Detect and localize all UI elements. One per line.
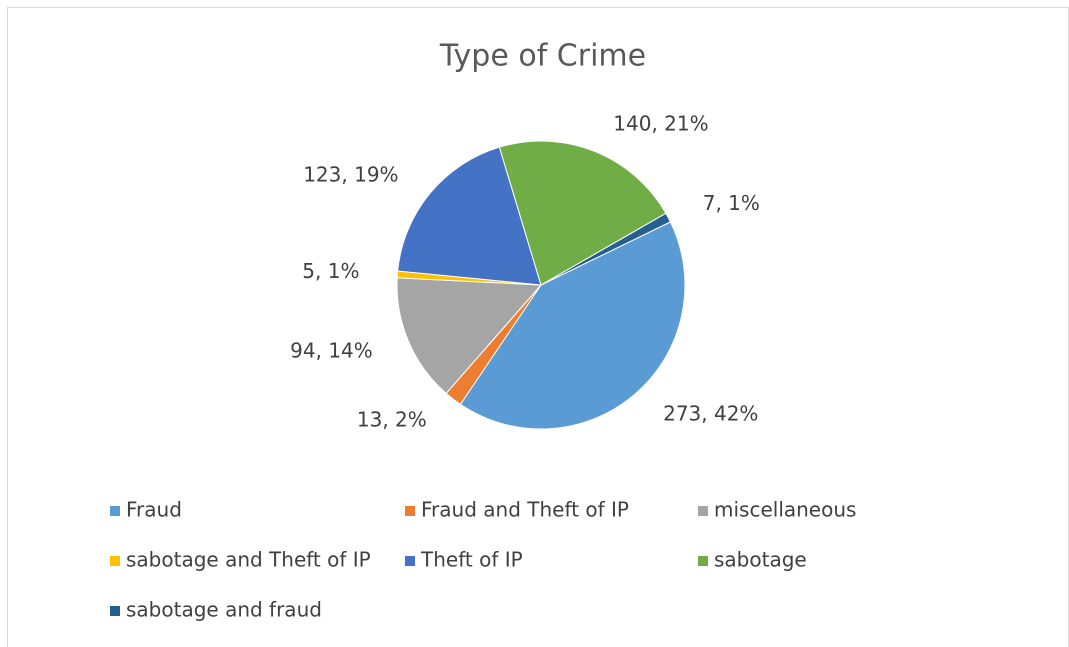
legend-label: Theft of IP bbox=[420, 548, 523, 572]
data-label: 273, 42% bbox=[663, 401, 758, 425]
pie-slice bbox=[397, 146, 542, 286]
legend-swatch bbox=[405, 506, 415, 516]
legend-swatch bbox=[698, 506, 708, 516]
legend-label: Fraud bbox=[126, 498, 182, 522]
legend-swatch bbox=[110, 556, 120, 566]
pie-slice bbox=[396, 277, 543, 395]
legend-label: sabotage and Theft of IP bbox=[126, 548, 371, 572]
legend-swatch bbox=[698, 556, 708, 566]
data-label: 94, 14% bbox=[290, 339, 373, 363]
legend-label: sabotage and fraud bbox=[126, 598, 322, 622]
legend-swatch bbox=[110, 606, 120, 616]
legend-label: sabotage bbox=[714, 548, 807, 572]
legend-label: Fraud and Theft of IP bbox=[421, 498, 629, 522]
chart-title: Type of Crime bbox=[439, 39, 646, 74]
pie-slice bbox=[540, 212, 672, 286]
data-label: 7, 1% bbox=[703, 191, 760, 215]
legend-swatch bbox=[110, 506, 120, 516]
data-label: 140, 21% bbox=[613, 112, 708, 136]
legend-label: miscellaneous bbox=[714, 498, 856, 522]
pie-slice bbox=[498, 140, 667, 286]
legend-swatch bbox=[405, 556, 415, 566]
data-label: 123, 19% bbox=[303, 162, 398, 186]
data-label: 5, 1% bbox=[302, 259, 359, 283]
pie-slice bbox=[459, 221, 686, 430]
data-label: 13, 2% bbox=[357, 408, 427, 432]
